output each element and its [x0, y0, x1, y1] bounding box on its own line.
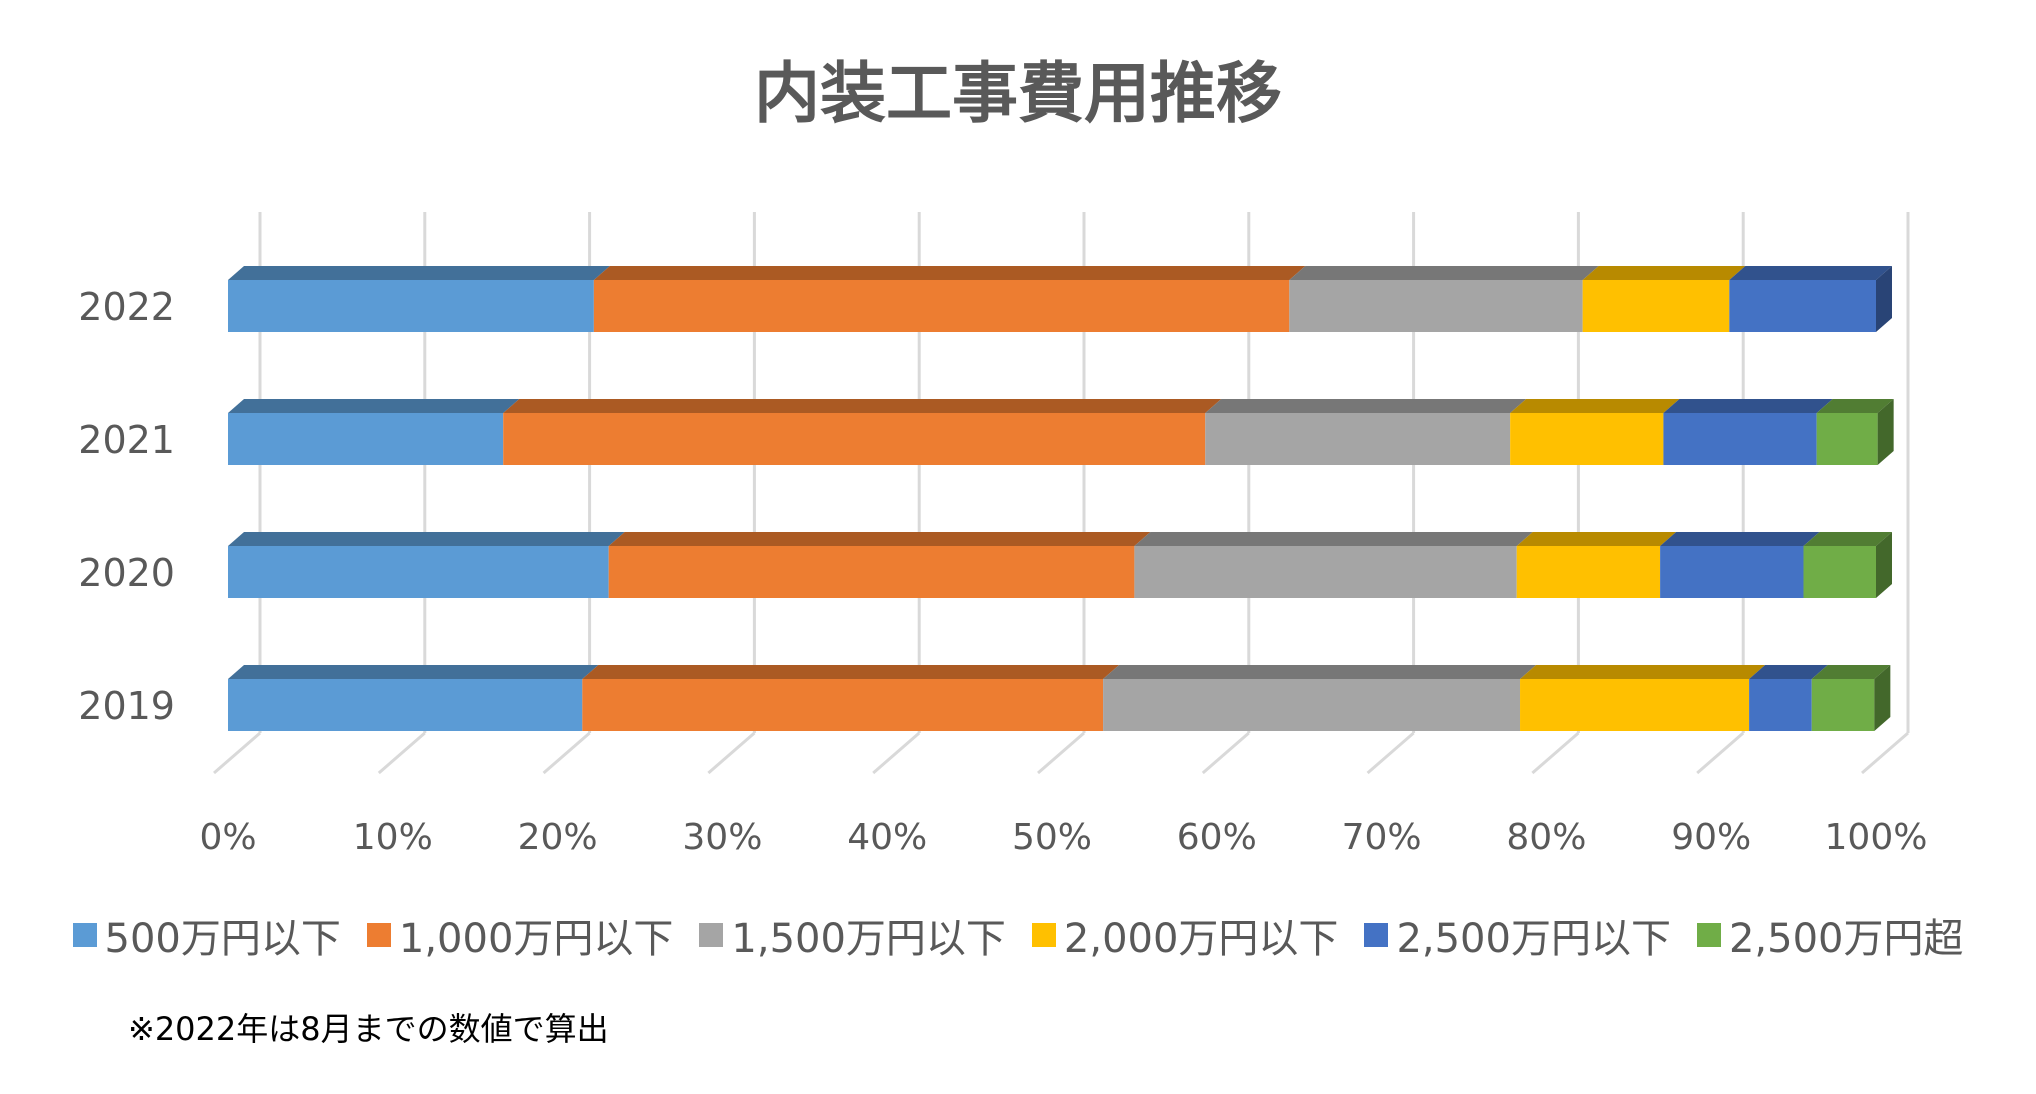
y-category-label: 2020 — [78, 551, 175, 595]
x-tick-label: 40% — [847, 817, 927, 858]
bar-top-face — [228, 266, 610, 280]
bar-segment — [1510, 413, 1664, 465]
bar-side-face — [1874, 665, 1891, 731]
bar-segment — [1205, 413, 1511, 465]
bar-segment — [1816, 413, 1878, 465]
floor-gridline — [1366, 731, 1415, 775]
floor-gridline — [872, 731, 921, 775]
legend-item: 2,000万円以下 — [1031, 906, 1339, 964]
x-tick-label: 100% — [1825, 817, 1928, 858]
bar-top-face — [1582, 266, 1746, 280]
legend-label: 500万円以下 — [104, 916, 341, 962]
x-tick-label: 60% — [1177, 817, 1257, 858]
x-tick-label: 70% — [1342, 817, 1422, 858]
bar-top-face — [228, 399, 520, 413]
legend-item: 2,500万円超 — [1696, 906, 1964, 964]
bar-side-face — [1876, 532, 1892, 598]
legend-item: 1,000万円以下 — [366, 906, 674, 964]
legend-item: 500万円以下 — [72, 906, 341, 964]
x-tick-label: 50% — [1012, 817, 1092, 858]
floor-gridline — [213, 731, 261, 775]
bar-segment — [228, 280, 594, 332]
bar-top-face — [1205, 399, 1527, 413]
bar-segment — [1516, 546, 1661, 598]
bar-segment — [1289, 280, 1583, 332]
y-category-label: 2019 — [78, 684, 175, 728]
bar-side-face — [1876, 266, 1892, 332]
floor-gridline — [377, 731, 426, 775]
bar-top-face — [593, 266, 1306, 280]
legend-swatch — [366, 923, 391, 947]
bar-segment — [608, 546, 1135, 598]
bar-segment — [582, 679, 1104, 731]
bar-segment — [228, 413, 504, 465]
bar-top-face — [1803, 532, 1892, 546]
x-tick-label: 20% — [518, 817, 598, 858]
floor-gridline — [1531, 731, 1580, 775]
bar-top-face — [1729, 266, 1892, 280]
bar-top-face — [1516, 532, 1677, 546]
bar-top-face — [1811, 665, 1891, 679]
x-tick-label: 10% — [353, 817, 433, 858]
legend-label: 2,000万円以下 — [1063, 916, 1339, 962]
bar-segment — [1520, 679, 1750, 731]
bar-top-face — [1289, 266, 1599, 280]
bar-segment — [1582, 280, 1730, 332]
bar-top-face — [503, 399, 1222, 413]
bar-top-face — [1510, 399, 1680, 413]
legend-swatch — [1696, 923, 1721, 947]
bar-top-face — [608, 532, 1151, 546]
bar-top-face — [1749, 665, 1828, 679]
bar-segment — [1803, 546, 1876, 598]
legend-label: 2,500万円超 — [1728, 916, 1964, 962]
floor-gridline — [542, 731, 591, 775]
bar-top-face — [1660, 532, 1820, 546]
legend-item: 1,500万円以下 — [699, 906, 1006, 964]
floor-gridline — [707, 731, 756, 775]
bar-top-face — [1520, 665, 1766, 679]
x-tick-label: 30% — [682, 817, 762, 858]
chart-legend: 500万円以下 1,000万円以下 1,500万円以下 2,000万円以下 2,500万… — [0, 906, 2036, 964]
x-tick-label: 80% — [1506, 817, 1586, 858]
bar-segment — [228, 546, 609, 598]
bar-segment — [1729, 280, 1876, 332]
stacked-bar-chart: 0% 10% 20% 30% 40% 50% 60% 70% 80% 90% 100% 2022 202… — [78, 212, 1928, 858]
bar-segment — [1134, 546, 1517, 598]
bar-segment — [1660, 546, 1804, 598]
legend-swatch — [1364, 923, 1389, 947]
bar-segment — [1103, 679, 1521, 731]
floor-gridline — [1861, 731, 1909, 775]
legend-label: 1,000万円以下 — [398, 916, 674, 962]
legend-swatch — [72, 923, 97, 947]
bar-segment — [593, 280, 1290, 332]
y-category-label: 2021 — [78, 418, 175, 462]
bar-segment — [1749, 679, 1812, 731]
bar-top-face — [1816, 399, 1894, 413]
bar-top-face — [1103, 665, 1537, 679]
legend-label: 1,500万円以下 — [731, 916, 1006, 962]
bar-top-face — [1134, 532, 1533, 546]
floor-gridline — [1201, 731, 1250, 775]
legend-item: 2,500万円以下 — [1364, 906, 1671, 964]
legend-swatch — [699, 923, 724, 947]
bar-segment — [1663, 413, 1817, 465]
bar-segment — [228, 679, 583, 731]
bar-top-face — [1663, 399, 1833, 413]
floor-gridline — [1696, 731, 1745, 775]
bar-top-face — [228, 532, 625, 546]
legend-swatch — [1031, 923, 1056, 947]
floor-gridline — [1037, 731, 1085, 775]
x-tick-label: 90% — [1671, 817, 1751, 858]
bar-side-face — [1877, 399, 1894, 465]
legend-label: 2,500万円以下 — [1396, 916, 1671, 962]
footnote: ※2022年は8月までの数値で算出 — [128, 1010, 609, 1048]
chart-title: 内装工事費用推移 — [754, 55, 1282, 132]
bar-segment — [1811, 679, 1875, 731]
y-category-label: 2022 — [78, 285, 175, 329]
x-tick-label: 0% — [199, 817, 256, 858]
bar-top-face — [582, 665, 1120, 679]
bar-segment — [503, 413, 1206, 465]
bar-top-face — [228, 665, 599, 679]
